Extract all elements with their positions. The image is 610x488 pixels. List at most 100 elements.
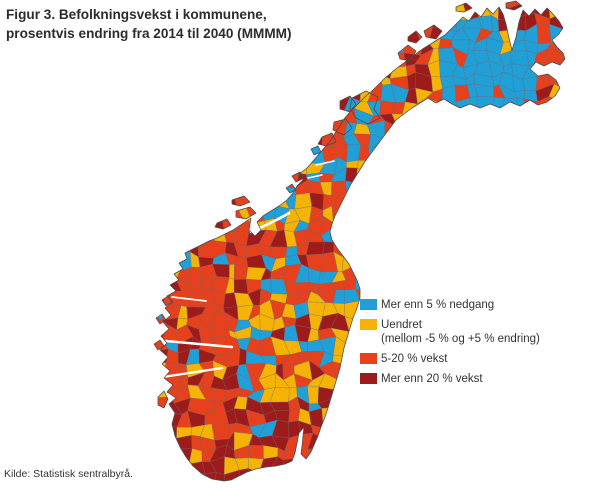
municipality-cell — [306, 145, 326, 164]
municipality-cell — [349, 234, 360, 248]
municipality-cell — [501, 467, 513, 481]
municipality-cell — [551, 338, 562, 350]
municipality-cell — [558, 479, 565, 481]
municipality-cell — [559, 1, 565, 6]
municipality-cell — [247, 172, 266, 183]
municipality-cell — [225, 88, 242, 102]
municipality-cell — [538, 155, 549, 173]
municipality-cell — [198, 192, 217, 211]
municipality-cell — [462, 217, 483, 235]
municipality-cell — [462, 132, 476, 147]
municipality-cell — [537, 169, 550, 187]
municipality-cell — [368, 240, 385, 258]
municipality-cell — [146, 252, 151, 265]
municipality-cell — [564, 89, 565, 102]
municipality-cell — [177, 110, 193, 123]
municipality-cell — [185, 168, 205, 184]
municipality-cell — [192, 192, 207, 212]
municipality-cell — [563, 29, 565, 43]
municipality-cell — [463, 252, 483, 271]
municipality-cell — [413, 266, 435, 278]
municipality-cell — [489, 485, 506, 488]
municipality-cell — [381, 265, 396, 281]
municipality-cell — [485, 445, 507, 464]
municipality-cell — [405, 412, 422, 423]
municipality-cell — [299, 480, 312, 481]
legend: Mer enn 5 % nedgang Uendret (mellom -5 %… — [360, 298, 540, 392]
municipality-cell — [537, 132, 555, 152]
municipality-cell — [383, 245, 399, 258]
municipality-cell — [501, 204, 515, 221]
municipality-cell — [378, 49, 394, 68]
municipality-cell — [233, 278, 249, 295]
municipality-cell — [176, 156, 191, 172]
municipality-cell — [468, 96, 478, 116]
municipality-cell — [204, 83, 215, 99]
municipality-cell — [560, 447, 565, 458]
municipality-cell — [402, 277, 420, 295]
municipality-cell — [238, 99, 248, 115]
municipality-cell — [523, 98, 538, 116]
municipality-cell — [557, 411, 565, 426]
municipality-cell — [390, 421, 411, 438]
municipality-cell — [403, 167, 423, 188]
municipality-cell — [213, 109, 230, 129]
municipality-cell — [390, 480, 410, 481]
municipality-cell — [227, 71, 239, 91]
municipality-cell — [405, 398, 415, 416]
municipality-cell — [513, 242, 528, 259]
municipality-cell — [391, 242, 408, 259]
municipality-cell — [154, 264, 167, 282]
municipality-cell — [308, 47, 325, 67]
municipality-cell — [211, 139, 230, 148]
municipality-cell — [418, 137, 432, 151]
municipality-cell — [545, 384, 565, 401]
municipality-cell — [487, 409, 503, 427]
municipality-cell — [535, 436, 552, 450]
municipality-cell — [335, 386, 345, 401]
municipality-cell — [177, 72, 191, 92]
municipality-cell — [210, 192, 228, 209]
municipality-cell — [222, 145, 236, 165]
municipality-cell — [513, 400, 528, 413]
municipality-cell — [154, 456, 170, 474]
municipality-cell — [163, 473, 180, 481]
municipality-cell — [443, 469, 454, 481]
legend-swatch-decline — [360, 299, 377, 310]
municipality-cell — [224, 62, 236, 78]
municipality-cell — [462, 232, 477, 247]
municipality-cell — [299, 471, 310, 481]
municipality-cell — [286, 63, 303, 79]
municipality-cell — [154, 239, 158, 258]
municipality-cell — [238, 468, 249, 481]
municipality-cell — [415, 421, 434, 439]
municipality-cell — [187, 72, 207, 92]
municipality-cell — [234, 52, 255, 64]
municipality-cell — [306, 84, 322, 104]
municipality-cell — [499, 145, 517, 161]
municipality-cell — [185, 209, 207, 224]
municipality-cell — [577, 210, 586, 218]
municipality-cell — [204, 72, 214, 88]
municipality-cell — [533, 216, 552, 235]
municipality-cell — [550, 399, 565, 413]
municipality-cell — [402, 218, 419, 236]
municipality-cell — [523, 438, 542, 446]
municipality-cell — [247, 85, 263, 103]
municipality-cell — [509, 145, 529, 163]
municipality-cell — [428, 471, 445, 481]
municipality-cell — [154, 91, 156, 99]
municipality-cell — [527, 255, 539, 271]
municipality-cell — [499, 276, 516, 297]
municipality-cell — [437, 398, 459, 409]
municipality-cell — [162, 205, 182, 222]
municipality-cell — [366, 400, 383, 413]
municipality-cell — [572, 157, 587, 173]
municipality-cell — [281, 471, 302, 481]
municipality-cell — [368, 179, 385, 197]
municipality-cell — [308, 59, 325, 79]
municipality-cell — [332, 468, 350, 481]
municipality-cell — [154, 180, 159, 199]
municipality-cell — [211, 121, 230, 141]
